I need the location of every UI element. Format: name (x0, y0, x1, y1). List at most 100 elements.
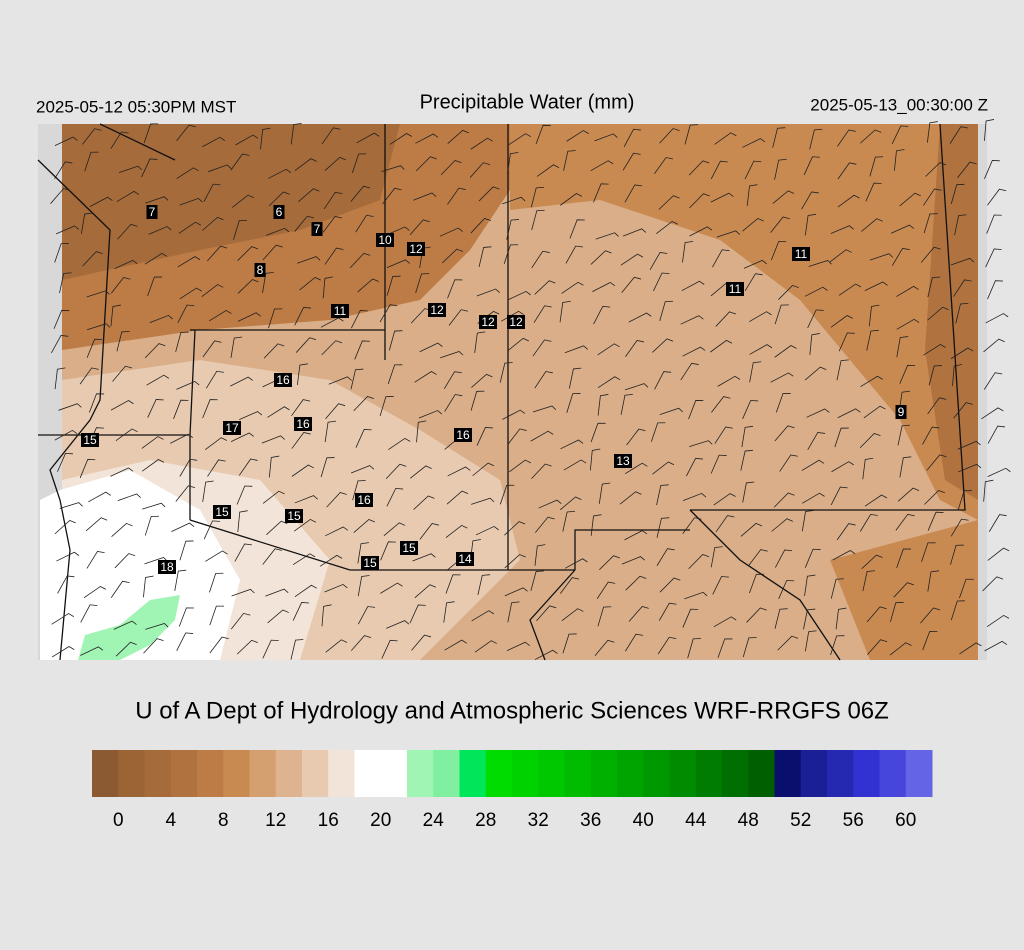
color-swatch (643, 750, 670, 797)
wind-barb (561, 608, 584, 622)
wind-barb (866, 329, 879, 351)
station-box (355, 493, 373, 507)
wind-barb (415, 156, 437, 172)
title: Precipitable Water (mm) (420, 91, 635, 113)
wind-barb (801, 510, 814, 532)
wind-barb (862, 457, 874, 480)
colorbar-tick-label: 20 (370, 810, 391, 831)
color-swatch (459, 750, 487, 797)
wind-barb (59, 272, 72, 294)
colorbar-tick-label: 24 (423, 810, 445, 831)
wind-barb (350, 635, 372, 651)
station-box (407, 242, 425, 256)
wind-barb (475, 525, 499, 536)
wind-barb (804, 286, 828, 297)
stations: 7 6 7 10 12 8 11 12 12 12 11 11 16 17 16 16 15 13 9 16 15 15 1… (81, 205, 907, 574)
wind-barb (595, 232, 619, 240)
wind-barb (746, 607, 767, 623)
wind-barb (949, 126, 968, 144)
wind-barb (383, 522, 406, 537)
wind-barb (110, 467, 134, 477)
wind-barb (350, 465, 375, 474)
wind-barb (838, 332, 855, 352)
station-value: 15 (402, 541, 416, 555)
wind-barb (262, 639, 279, 659)
wind-barb (54, 243, 69, 263)
color-swatch (197, 750, 224, 797)
color-swatch (538, 750, 565, 797)
wind-barb (594, 133, 618, 142)
wind-barb (899, 456, 912, 478)
wind-barb (923, 213, 938, 234)
station-box (428, 303, 446, 317)
station-box (331, 304, 349, 318)
wind-barb (294, 215, 315, 232)
station-box (285, 509, 303, 523)
wind-barb (143, 638, 164, 654)
wind-barb (265, 588, 289, 597)
wind-barb (51, 646, 75, 658)
wind-barb (115, 428, 138, 442)
wind-barb (236, 485, 253, 505)
wind-barb (712, 249, 730, 268)
wind-barb (891, 125, 909, 145)
wind-barb (716, 230, 740, 238)
wind-barb (230, 612, 251, 630)
wind-barb (530, 570, 544, 591)
wind-barb (658, 195, 680, 210)
wind-barb (353, 519, 375, 533)
station-value: 16 (357, 493, 371, 507)
wind-barb (478, 186, 500, 202)
wind-barb (357, 606, 376, 625)
wind-barb (419, 523, 439, 540)
wind-barb (682, 608, 699, 628)
color-swatch (302, 750, 329, 797)
wind-barb (804, 213, 817, 236)
wind-barb (389, 133, 413, 145)
wind-barb (861, 218, 883, 232)
wind-barb (950, 183, 965, 205)
station-value: 18 (160, 560, 174, 574)
wind-barb (231, 588, 255, 597)
wind-barb (294, 307, 311, 326)
wind-barb (749, 573, 764, 594)
station-box (213, 505, 231, 519)
wind-barb (597, 394, 609, 416)
wind-barb (357, 542, 370, 564)
station-box (274, 373, 292, 387)
wind-barb (742, 218, 764, 232)
wind-barb (83, 586, 107, 599)
wind-barb (564, 558, 588, 569)
wind-barb (290, 639, 304, 660)
wind-barb (749, 361, 762, 383)
wind-barb (176, 167, 199, 180)
colorbar-tick-label: 36 (580, 810, 601, 831)
wind-barb (922, 630, 938, 651)
wind-barb (381, 639, 398, 659)
wind-barb (897, 487, 920, 502)
wind-barb (927, 511, 944, 531)
wind-barb (562, 633, 577, 654)
wind-barb (292, 553, 316, 566)
wind-barb (447, 466, 471, 477)
wind-barb (803, 156, 820, 176)
wind-barb (88, 491, 111, 503)
wind-barb (628, 312, 652, 323)
wind-barb (141, 459, 165, 472)
wind-barb (770, 372, 794, 383)
wind-barb (862, 570, 876, 592)
wind-barb (320, 457, 335, 478)
wind-barb (385, 463, 407, 479)
wind-barb (534, 280, 556, 295)
colorbar-tick-label: 0 (113, 810, 124, 831)
station-box (158, 560, 176, 574)
wind-barb (740, 449, 754, 471)
wind-barb (203, 183, 221, 203)
wind-barb (560, 439, 584, 450)
wind-barb (291, 399, 311, 417)
wind-barb (294, 158, 317, 171)
wind-barb (110, 277, 131, 294)
wind-barb (950, 347, 974, 360)
wind-barb (565, 245, 584, 264)
